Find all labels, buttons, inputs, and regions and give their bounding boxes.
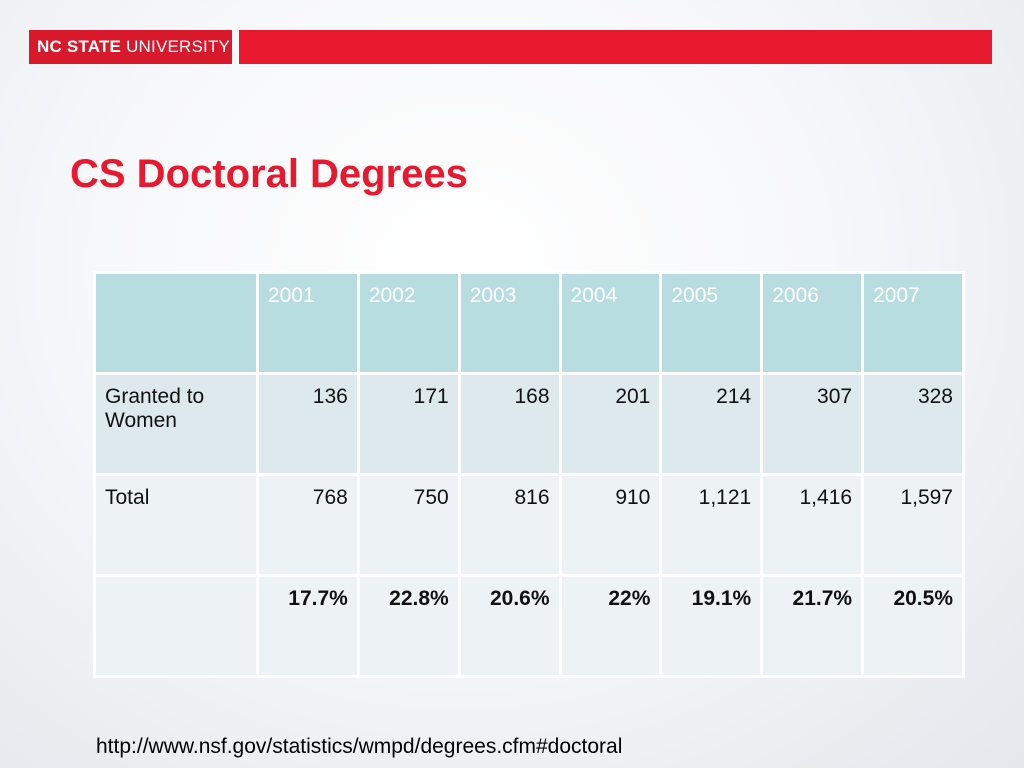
table-row-percentage: 17.7% 22.8% 20.6% 22% 19.1% 21.7% 20.5% (93, 574, 965, 678)
table-cell: 21.7% (760, 574, 865, 678)
row-label: Total (93, 473, 259, 577)
table-cell: 20.5% (861, 574, 965, 678)
table-cell: 1,416 (760, 473, 865, 577)
table-cell: 19.1% (659, 574, 764, 678)
table-cell: 22% (558, 574, 663, 678)
table-cell: 910 (558, 473, 663, 577)
doctoral-degrees-table: 2001 2002 2003 2004 2005 2006 2007 Grant… (93, 271, 965, 678)
slide-title: CS Doctoral Degrees (70, 152, 468, 196)
table-cell: 750 (356, 473, 461, 577)
year-header-2007: 2007 (861, 271, 965, 375)
year-header-2006: 2006 (760, 271, 865, 375)
table-cell: 168 (457, 372, 562, 476)
university-header-bar: NC STATE UNIVERSITY (29, 30, 992, 64)
year-header-2002: 2002 (356, 271, 461, 375)
table-cell: 1,121 (659, 473, 764, 577)
table-cell: 328 (861, 372, 965, 476)
source-link[interactable]: http://www.nsf.gov/statistics/wmpd/degre… (96, 735, 623, 758)
row-label: Granted to Women (93, 372, 259, 476)
table-cell: 22.8% (356, 574, 461, 678)
year-header-2003: 2003 (457, 271, 562, 375)
table-cell: 816 (457, 473, 562, 577)
logo-light-text: UNIVERSITY (126, 37, 231, 56)
logo-strong-text: NC STATE (37, 37, 122, 56)
year-header-2005: 2005 (659, 271, 764, 375)
year-header-2001: 2001 (256, 271, 360, 375)
header-corner-cell (93, 271, 259, 375)
table-cell: 136 (256, 372, 360, 476)
year-header-2004: 2004 (558, 271, 663, 375)
nc-state-university-logo: NC STATE UNIVERSITY (29, 30, 232, 64)
table-cell: 214 (659, 372, 764, 476)
table-cell: 307 (760, 372, 865, 476)
table-header-row: 2001 2002 2003 2004 2005 2006 2007 (93, 271, 965, 375)
table-row-granted-to-women: Granted to Women 136 171 168 201 214 307… (93, 372, 965, 476)
table-cell: 171 (356, 372, 461, 476)
table-cell: 20.6% (457, 574, 562, 678)
table-row-total: Total 768 750 816 910 1,121 1,416 1,597 (93, 473, 965, 577)
header-red-stripe (239, 30, 992, 64)
row-label (93, 574, 259, 678)
table-cell: 201 (558, 372, 663, 476)
table-cell: 17.7% (256, 574, 360, 678)
table-cell: 1,597 (861, 473, 965, 577)
table-cell: 768 (256, 473, 360, 577)
